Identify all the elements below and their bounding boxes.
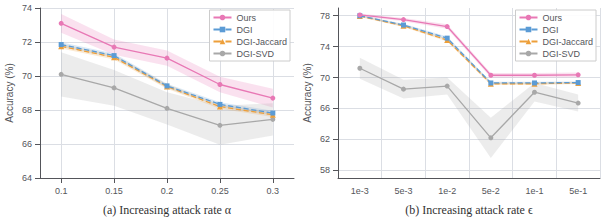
svg-text:66: 66 [22, 139, 32, 149]
svg-text:DGI-SVD: DGI-SVD [542, 49, 580, 59]
svg-text:0.15: 0.15 [105, 186, 123, 196]
svg-text:(b) Increasing attack rate ϵ: (b) Increasing attack rate ϵ [405, 203, 533, 217]
svg-text:1e-3: 1e-3 [351, 186, 369, 196]
svg-text:0.25: 0.25 [211, 186, 229, 196]
svg-text:Ours: Ours [236, 13, 256, 23]
svg-text:0.1: 0.1 [55, 186, 68, 196]
svg-text:Accuracy (%): Accuracy (%) [302, 63, 313, 122]
svg-text:0.2: 0.2 [161, 186, 174, 196]
svg-text:5e-2: 5e-2 [482, 186, 500, 196]
svg-text:72: 72 [22, 37, 32, 47]
svg-text:0.3: 0.3 [267, 186, 280, 196]
svg-text:74: 74 [320, 42, 330, 52]
svg-text:58: 58 [320, 165, 330, 175]
svg-text:66: 66 [320, 103, 330, 113]
svg-text:DGI: DGI [236, 25, 252, 35]
svg-text:74: 74 [22, 3, 32, 13]
svg-text:DGI: DGI [542, 25, 558, 35]
svg-text:DGI-Jaccard: DGI-Jaccard [542, 37, 593, 47]
svg-text:Ours: Ours [542, 13, 562, 23]
svg-text:(a) Increasing attack rate α: (a) Increasing attack rate α [103, 203, 232, 217]
svg-text:78: 78 [320, 11, 330, 21]
svg-text:64: 64 [22, 173, 32, 183]
svg-text:62: 62 [320, 134, 330, 144]
svg-text:DGI-SVD: DGI-SVD [236, 49, 274, 59]
svg-text:DGI-Jaccard: DGI-Jaccard [236, 37, 287, 47]
svg-text:Accuracy (%): Accuracy (%) [4, 63, 15, 122]
svg-text:5e-1: 5e-1 [569, 186, 587, 196]
svg-text:70: 70 [22, 71, 32, 81]
svg-text:1e-2: 1e-2 [438, 186, 456, 196]
svg-text:1e-1: 1e-1 [525, 186, 543, 196]
svg-text:68: 68 [22, 105, 32, 115]
svg-text:70: 70 [320, 73, 330, 83]
svg-text:5e-3: 5e-3 [394, 186, 412, 196]
